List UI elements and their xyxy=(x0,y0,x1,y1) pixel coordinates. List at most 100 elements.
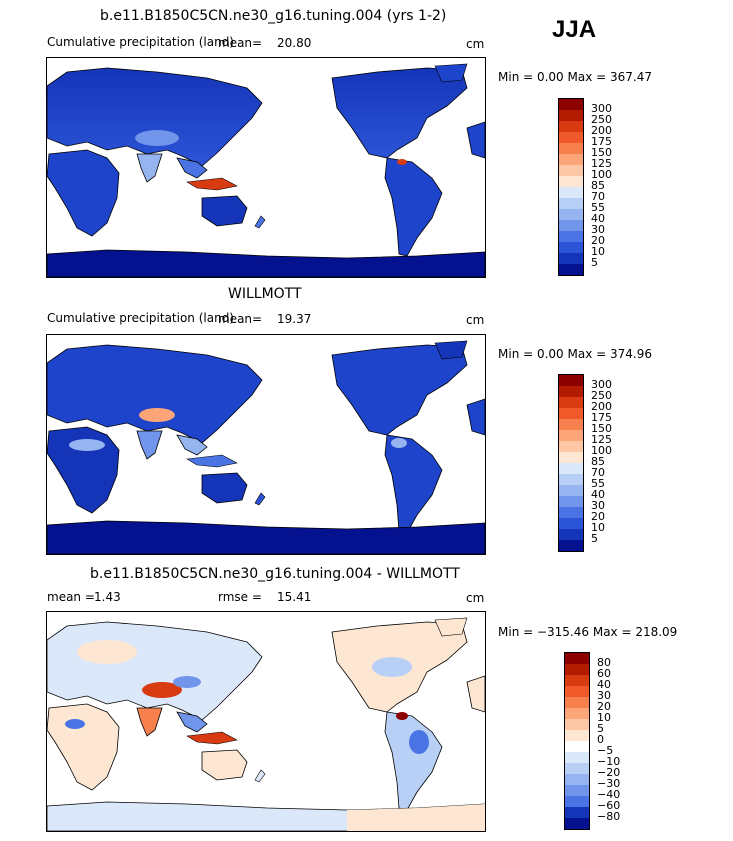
colorbar-label: 85 xyxy=(591,179,605,192)
colorbar-swatch xyxy=(559,474,583,485)
colorbar-label: 150 xyxy=(591,422,612,435)
north-america-land xyxy=(331,67,468,159)
colorbar-label: −80 xyxy=(597,810,621,823)
eurasia-land xyxy=(47,67,263,167)
colorbar-label: −60 xyxy=(597,799,621,812)
colorbar-label: 200 xyxy=(591,400,612,413)
colorbar-swatch xyxy=(559,375,583,386)
colorbar-label: −10 xyxy=(597,755,621,768)
panel1-colorbar xyxy=(558,98,584,276)
colorbar-swatch xyxy=(559,264,583,275)
colorbar-label: 125 xyxy=(591,157,612,170)
colorbar-label: 100 xyxy=(591,168,612,181)
colorbar-label: 150 xyxy=(591,146,612,159)
colorbar-label: 175 xyxy=(591,411,612,424)
colorbar-swatch xyxy=(559,209,583,220)
colorbar-label: 5 xyxy=(591,532,598,545)
colorbar-label: 70 xyxy=(591,466,605,479)
north-america-land xyxy=(331,344,468,436)
australia-land xyxy=(201,472,248,504)
colorbar-swatch xyxy=(559,198,583,209)
colorbar-swatch xyxy=(559,231,583,242)
colorbar-swatch xyxy=(565,719,589,730)
colorbar-label: −40 xyxy=(597,788,621,801)
colorbar-label: 40 xyxy=(597,678,611,691)
panel1-minmax: Min = 0.00 Max = 367.47 xyxy=(498,70,652,84)
south-america-land xyxy=(384,434,443,534)
panel3-colorbar-swatches xyxy=(565,653,589,829)
sahel-highlight xyxy=(69,439,105,451)
panel2-map xyxy=(46,334,486,555)
panel3-map-svg xyxy=(47,617,485,831)
colorbar-swatch xyxy=(559,143,583,154)
panel2-title: WILLMOTT xyxy=(228,286,302,302)
season-label: JJA xyxy=(552,16,597,43)
colorbar-label: 30 xyxy=(591,499,605,512)
colorbar-label: 5 xyxy=(591,256,598,269)
colorbar-label: 30 xyxy=(591,223,605,236)
india-land xyxy=(136,153,163,183)
tibet-highlight xyxy=(139,408,175,422)
colorbar-swatch xyxy=(559,452,583,463)
colorbar-swatch xyxy=(565,785,589,796)
panel3-units: cm xyxy=(466,591,485,605)
maritime-land xyxy=(186,177,238,191)
colorbar-swatch xyxy=(565,697,589,708)
colorbar-swatch xyxy=(565,675,589,686)
colorbar-label: −20 xyxy=(597,766,621,779)
greenland-land xyxy=(434,340,468,360)
colorbar-swatch xyxy=(559,386,583,397)
europe-edge-land xyxy=(466,675,485,713)
eurasia-land xyxy=(47,344,263,444)
colorbar-swatch xyxy=(559,485,583,496)
colorbar-label: 70 xyxy=(591,190,605,203)
colorbar-label: 40 xyxy=(591,212,605,225)
colorbar-label: 200 xyxy=(591,124,612,137)
colorbar-swatch xyxy=(565,708,589,719)
panel3-mean-value: 1.43 xyxy=(94,590,121,604)
se-asia-land xyxy=(176,434,208,456)
colorbar-label: 60 xyxy=(597,667,611,680)
panel3-map xyxy=(46,611,486,832)
colorbar-swatch xyxy=(565,664,589,675)
colorbar-swatch xyxy=(559,529,583,540)
panel2-map-svg xyxy=(47,340,485,554)
colorbar-swatch xyxy=(565,741,589,752)
panel3-mean-label: mean = xyxy=(47,590,95,604)
colorbar-swatch xyxy=(559,441,583,452)
panel1-map xyxy=(46,57,486,278)
colorbar-label: 100 xyxy=(591,444,612,457)
amazon-anomaly xyxy=(396,712,408,720)
greenland-land xyxy=(434,617,468,637)
colorbar-swatch xyxy=(559,165,583,176)
colorbar-label: 85 xyxy=(591,455,605,468)
colorbar-label: 80 xyxy=(597,656,611,669)
amazon-highlight xyxy=(391,438,407,448)
colorbar-swatch xyxy=(559,99,583,110)
panel2-colorbar-swatches xyxy=(559,375,583,551)
tibet-anomaly xyxy=(142,682,182,698)
colorbar-swatch xyxy=(565,818,589,829)
colorbar-swatch xyxy=(559,176,583,187)
colorbar-swatch xyxy=(559,518,583,529)
panel1-left-label: Cumulative precipitation (land) xyxy=(47,35,234,49)
colorbar-label: 0 xyxy=(597,733,604,746)
india-land xyxy=(136,707,163,737)
se-asia-land xyxy=(176,711,208,733)
colorbar-swatch xyxy=(565,686,589,697)
panel1-units: cm xyxy=(466,37,485,51)
australia-land xyxy=(201,195,248,227)
panel2-left-label: Cumulative precipitation (land) xyxy=(47,311,234,325)
india-land xyxy=(136,430,163,460)
colorbar-label: 300 xyxy=(591,378,612,391)
colorbar-swatch xyxy=(559,397,583,408)
panel1-mean-value: 20.80 xyxy=(277,36,312,50)
antarctica-land xyxy=(47,520,485,554)
colorbar-label: −30 xyxy=(597,777,621,790)
colorbar-label: 20 xyxy=(597,700,611,713)
panel1-colorbar-swatches xyxy=(559,99,583,275)
colorbar-swatch xyxy=(559,132,583,143)
colorbar-label: 5 xyxy=(597,722,604,735)
africa-land xyxy=(47,703,120,791)
africa-anomaly xyxy=(65,719,85,729)
